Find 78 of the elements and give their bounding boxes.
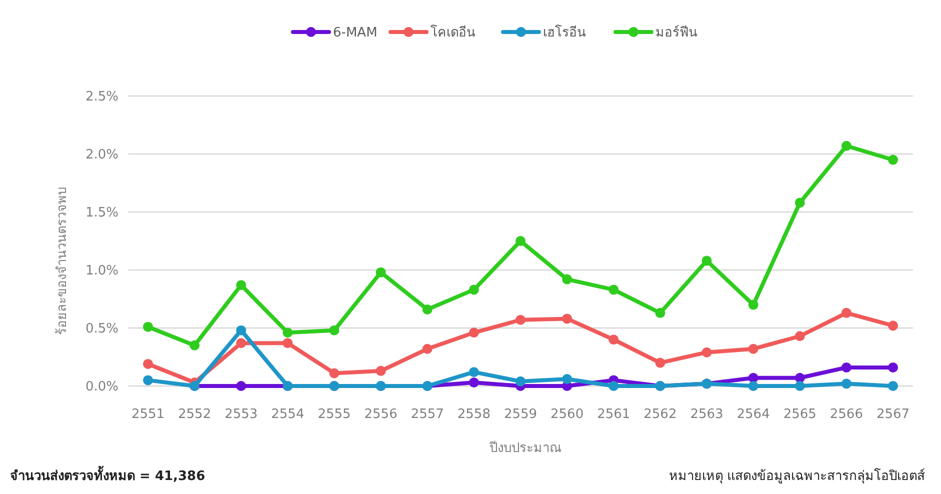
point bbox=[702, 347, 712, 358]
x-tick-label: 2557 bbox=[410, 407, 444, 422]
point bbox=[888, 362, 898, 372]
x-tick-label: 2555 bbox=[318, 407, 351, 422]
point bbox=[468, 367, 479, 378]
point bbox=[329, 325, 340, 336]
y-tick-label: 0.0% bbox=[85, 380, 119, 395]
point bbox=[376, 366, 386, 376]
point bbox=[516, 236, 526, 246]
legend-label: มอร์ฟีน bbox=[656, 24, 698, 41]
point bbox=[236, 338, 246, 348]
legend-label: 6-MAM bbox=[333, 26, 378, 41]
point bbox=[655, 308, 666, 318]
point bbox=[748, 381, 758, 391]
point bbox=[608, 284, 619, 295]
y-tick-label: 1.0% bbox=[85, 264, 119, 279]
x-tick-label: 2563 bbox=[690, 407, 724, 422]
point bbox=[236, 381, 246, 391]
x-tick-label: 2558 bbox=[457, 407, 490, 422]
point bbox=[468, 328, 479, 338]
x-tick-label: 2559 bbox=[504, 407, 538, 422]
point bbox=[608, 381, 619, 391]
point bbox=[655, 358, 666, 368]
point bbox=[282, 338, 293, 348]
x-tick-label: 2554 bbox=[271, 407, 304, 422]
point bbox=[794, 381, 805, 391]
x-tick-label: 2562 bbox=[644, 407, 677, 422]
x-tick-label: 2565 bbox=[783, 407, 816, 422]
text: จำนวนส่งตรวจทั้งหมด = 41,386 bbox=[10, 465, 206, 484]
x-tick-label: 2560 bbox=[550, 407, 584, 422]
point bbox=[329, 368, 340, 378]
point bbox=[888, 154, 898, 165]
point bbox=[236, 325, 246, 336]
point bbox=[562, 274, 572, 284]
point bbox=[794, 198, 805, 208]
point bbox=[143, 375, 153, 386]
x-tick-label: 2561 bbox=[597, 407, 630, 422]
point bbox=[841, 362, 852, 372]
point bbox=[888, 320, 898, 331]
point bbox=[143, 358, 153, 369]
legend-label: โคเดอีน bbox=[430, 24, 476, 41]
point bbox=[562, 374, 572, 384]
y-tick-label: 0.5% bbox=[85, 322, 119, 337]
y-tick-label: 2.0% bbox=[85, 148, 119, 163]
point bbox=[143, 322, 153, 332]
y-tick-label: 1.5% bbox=[85, 206, 119, 221]
point bbox=[608, 334, 619, 345]
x-tick-label: 2551 bbox=[131, 407, 165, 422]
point bbox=[562, 314, 572, 324]
point bbox=[376, 267, 386, 278]
point bbox=[841, 308, 852, 318]
x-axis-title: ปีงบประมาณ bbox=[488, 440, 562, 456]
point bbox=[748, 300, 758, 310]
x-tick-label: 2564 bbox=[736, 407, 770, 422]
point bbox=[841, 140, 852, 151]
point bbox=[468, 378, 479, 388]
x-tick-label: 2566 bbox=[830, 407, 863, 422]
point bbox=[422, 304, 432, 314]
point bbox=[702, 256, 712, 266]
point bbox=[190, 340, 200, 350]
point bbox=[888, 381, 898, 391]
point bbox=[516, 314, 526, 325]
point bbox=[794, 331, 805, 342]
point bbox=[468, 284, 479, 295]
x-tick-label: 2553 bbox=[224, 407, 258, 422]
point bbox=[236, 280, 246, 290]
y-axis-title: ร้อยละของจำนวนตรวจพบ bbox=[55, 187, 70, 335]
x-tick-label: 2556 bbox=[364, 407, 398, 422]
point bbox=[841, 378, 852, 389]
y-tick-label: 2.5% bbox=[85, 90, 119, 105]
x-tick-label: 2552 bbox=[178, 407, 212, 422]
point bbox=[422, 344, 432, 354]
legend-label: เฮโรอีน bbox=[543, 24, 586, 41]
point bbox=[748, 344, 758, 354]
point bbox=[282, 328, 293, 338]
point bbox=[516, 376, 526, 386]
text: หมายเหตุ แสดงข้อมูลเฉพาะสารกลุ่มโอปิเอตส์ bbox=[668, 468, 925, 484]
x-tick-label: 2567 bbox=[876, 407, 910, 422]
